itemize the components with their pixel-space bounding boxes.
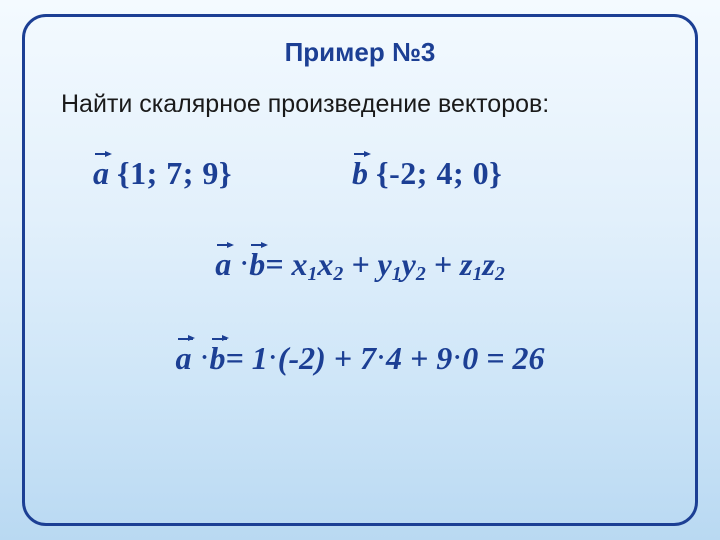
formula-sub6: 2 bbox=[495, 263, 505, 285]
compute-t3: + 9 bbox=[402, 340, 452, 376]
formula-z2: z bbox=[482, 246, 494, 282]
frame: Пример №3 Найти скалярное произведение в… bbox=[22, 14, 698, 526]
formula-x1: x bbox=[291, 246, 307, 282]
dot-icon: · bbox=[452, 345, 462, 371]
formula-sub4: 2 bbox=[416, 263, 426, 285]
formula-vec-a: a bbox=[215, 246, 231, 283]
formula-eq: = bbox=[265, 246, 283, 282]
compute-result: = 26 bbox=[478, 340, 544, 376]
computation: a ·b= 1·(-2) + 7·4 + 9·0 = 26 bbox=[176, 340, 545, 376]
compute-row: a ·b= 1·(-2) + 7·4 + 9·0 = 26 bbox=[55, 340, 665, 377]
vector-b-coords: {-2; 4; 0} bbox=[376, 155, 502, 191]
formula-vec-b: b bbox=[249, 246, 265, 283]
vector-b-symbol: b bbox=[352, 155, 368, 192]
compute-vec-b: b bbox=[210, 340, 226, 377]
dot-icon: · bbox=[200, 345, 210, 371]
slide: Пример №3 Найти скалярное произведение в… bbox=[0, 0, 720, 540]
compute-four: 4 bbox=[386, 340, 402, 376]
formula-sub2: 2 bbox=[333, 263, 343, 285]
formula: a ·b= x1x2 + y1y2 + z1z2 bbox=[215, 246, 505, 282]
dot-icon: · bbox=[239, 251, 249, 277]
dot-icon: · bbox=[268, 345, 278, 371]
task-text: Найти скалярное произведение векторов: bbox=[61, 90, 665, 119]
title: Пример №3 bbox=[55, 37, 665, 68]
vector-a-coords: {1; 7; 9} bbox=[117, 155, 232, 191]
formula-y1: y bbox=[378, 246, 392, 282]
vector-b: b {-2; 4; 0} bbox=[352, 155, 502, 192]
formula-row: a ·b= x1x2 + y1y2 + z1z2 bbox=[55, 246, 665, 286]
compute-t2: + 7 bbox=[326, 340, 376, 376]
formula-y2: y bbox=[402, 246, 416, 282]
formula-sub5: 1 bbox=[472, 263, 482, 285]
compute-t1: = 1 bbox=[226, 340, 268, 376]
compute-zero: 0 bbox=[462, 340, 478, 376]
formula-x2: x bbox=[317, 246, 333, 282]
formula-sub3: 1 bbox=[392, 263, 402, 285]
vector-a: a {1; 7; 9} bbox=[93, 155, 232, 192]
compute-neg2: (-2) bbox=[278, 340, 326, 376]
compute-vec-a: a bbox=[176, 340, 192, 377]
formula-plus1: + bbox=[351, 246, 369, 282]
formula-z1: z bbox=[460, 246, 472, 282]
vectors-row: a {1; 7; 9} b {-2; 4; 0} bbox=[93, 155, 665, 192]
vector-a-symbol: a bbox=[93, 155, 109, 192]
formula-plus2: + bbox=[434, 246, 452, 282]
dot-icon: · bbox=[376, 345, 386, 371]
formula-sub1: 1 bbox=[307, 263, 317, 285]
